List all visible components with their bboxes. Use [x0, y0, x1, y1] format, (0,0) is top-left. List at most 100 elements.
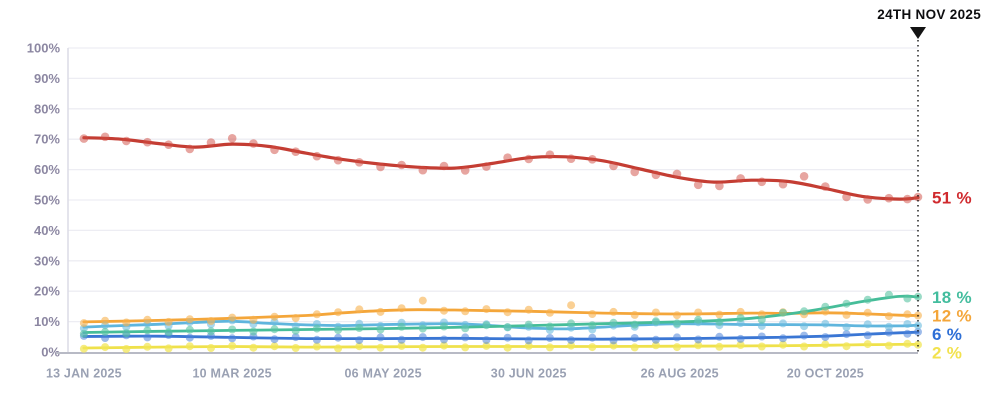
- series-dot-red-series: [270, 145, 279, 155]
- series-dot-blue-series: [418, 333, 427, 342]
- series-dot-teal-series: [291, 326, 300, 335]
- series-dot-teal-series: [397, 322, 406, 331]
- series-dot-blue-series: [524, 336, 533, 345]
- series-dot-sky-blue-series: [884, 322, 893, 331]
- y-tick-label: 40%: [34, 223, 60, 238]
- series-dot-amber-series: [228, 313, 237, 322]
- end-label-teal-series: 18 %: [932, 288, 972, 307]
- series-dot-amber-series: [545, 308, 554, 317]
- series-dot-red-series: [903, 194, 912, 204]
- series-dot-red-series: [842, 192, 851, 202]
- y-tick-label: 10%: [34, 314, 60, 329]
- series-dot-amber-series: [122, 318, 131, 327]
- series-dot-teal-series: [800, 307, 809, 316]
- series-dot-red-series: [249, 139, 258, 148]
- y-tick-label: 0%: [41, 345, 60, 360]
- series-dot-blue-series: [630, 334, 639, 342]
- series-dot-yellow-series: [482, 341, 491, 350]
- series-dot-blue-series: [334, 333, 343, 342]
- series-dot-blue-series: [397, 335, 406, 344]
- series-dot-amber-series: [694, 308, 703, 317]
- series-dot-amber-series: [842, 310, 851, 319]
- series-dot-amber-series: [312, 310, 321, 319]
- series-dot-teal-series: [757, 315, 766, 324]
- series-dot-blue-series: [503, 333, 512, 342]
- series-dot-yellow-series: [461, 343, 470, 352]
- series-dot-yellow-series: [291, 344, 300, 352]
- x-tick-label: 06 MAY 2025: [344, 367, 421, 381]
- series-dot-red-series: [397, 160, 406, 170]
- series-dot-red-series: [630, 167, 639, 177]
- series-dot-teal-series: [545, 322, 554, 331]
- y-tick-label: 70%: [34, 132, 60, 147]
- x-tick-label: 26 AUG 2025: [641, 367, 719, 381]
- series-dot-red-series: [715, 181, 724, 191]
- series-dot-red-series: [778, 179, 788, 189]
- series-dot-amber-series: [376, 307, 385, 316]
- series-dot-teal-series: [588, 321, 597, 330]
- series-dot-sky-blue-series: [779, 319, 787, 328]
- end-label-red-series: 51 %: [932, 189, 972, 208]
- series-dot-blue-series: [673, 333, 681, 342]
- series-dot-teal-series: [228, 325, 237, 334]
- series-dot-amber-series: [143, 315, 152, 324]
- series-dot-yellow-series: [588, 343, 597, 352]
- series-dot-red-series: [651, 170, 661, 180]
- series-dot-amber-series: [609, 307, 618, 316]
- series-dot-teal-series: [376, 325, 385, 334]
- series-dot-teal-series: [567, 319, 576, 328]
- series-dot-teal-series: [609, 318, 618, 327]
- series-dot-sky-blue-series: [842, 323, 851, 332]
- series-dot-amber-series: [355, 305, 364, 314]
- series-dot-blue-series: [440, 335, 448, 344]
- series-dot-amber-series: [79, 319, 88, 328]
- series-dot-amber-series: [461, 307, 470, 316]
- series-dot-amber-series: [903, 310, 912, 319]
- series-dot-blue-series: [228, 334, 237, 343]
- series-dot-blue-series: [545, 334, 554, 342]
- series-dot-blue-series: [101, 334, 110, 342]
- series-dot-yellow-series: [736, 341, 745, 349]
- series-dot-yellow-series: [757, 342, 766, 351]
- series-dot-amber-series: [567, 301, 576, 310]
- series-dot-amber-series: [249, 315, 258, 324]
- series-dot-red-series: [333, 155, 343, 165]
- series-dot-sky-blue-series: [903, 320, 912, 328]
- series-dot-teal-series: [143, 326, 152, 335]
- x-tick-label: 10 MAR 2025: [193, 367, 272, 381]
- series-dot-yellow-series: [207, 344, 215, 352]
- series-dot-yellow-series: [630, 343, 639, 352]
- series-dot-red-series: [821, 182, 830, 191]
- series-dot-red-series: [291, 147, 301, 156]
- end-label-amber-series: 12 %: [932, 307, 972, 326]
- series-dot-red-series: [609, 161, 618, 171]
- series-dot-red-series: [376, 162, 385, 172]
- series-dot-sky-blue-series: [863, 320, 872, 329]
- series-dot-teal-series: [821, 302, 830, 311]
- series-dot-blue-series: [461, 333, 470, 342]
- series-dot-yellow-series: [312, 342, 321, 351]
- series-dot-blue-series: [588, 333, 597, 342]
- series-dot-teal-series: [715, 317, 724, 326]
- series-dot-red-series: [439, 161, 449, 171]
- series-dot-amber-series: [503, 308, 512, 317]
- series-dot-teal-series: [334, 326, 343, 335]
- series-dot-blue-series: [270, 335, 279, 344]
- series-dot-blue-series: [651, 335, 660, 344]
- series-dot-sky-blue-series: [821, 319, 830, 328]
- series-dot-red-series: [693, 180, 703, 190]
- series-dot-blue-series: [884, 328, 893, 337]
- series-dot-red-series: [913, 192, 923, 202]
- series-dot-red-series: [227, 134, 237, 143]
- series-dot-amber-series: [884, 312, 893, 321]
- series-dot-teal-series: [651, 317, 660, 326]
- series-dot-blue-series: [567, 336, 576, 345]
- series-dot-yellow-series: [418, 343, 427, 352]
- series-dot-blue-series: [185, 333, 194, 342]
- series-dot-red-series: [100, 132, 110, 142]
- marker-triangle-icon: [910, 27, 926, 39]
- series-dot-yellow-series: [545, 343, 554, 352]
- y-tick-label: 60%: [34, 162, 60, 177]
- series-dot-blue-series: [355, 336, 364, 345]
